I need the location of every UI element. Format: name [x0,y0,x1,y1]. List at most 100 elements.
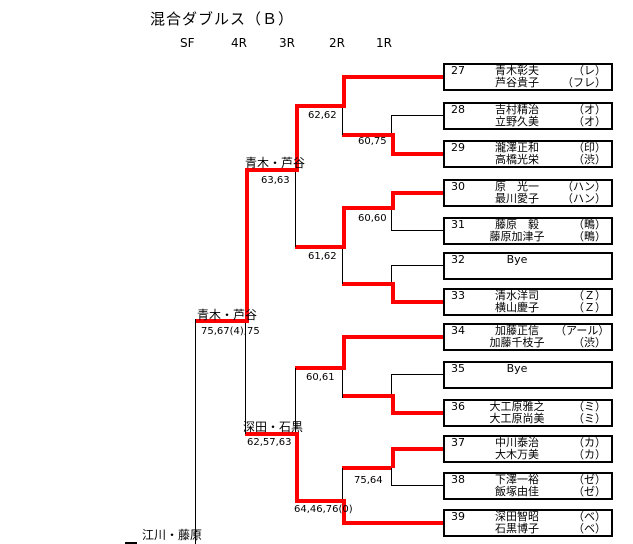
entry-row: 31 藤原 毅 （鴫） [445,219,611,231]
bracket-line-winner-path [295,432,299,503]
bracket-line [391,210,392,231]
entry-row: 石黒博子 （ベ） [445,523,611,535]
club-tag: （ベ） [573,510,606,523]
entry-row: 大工原尚美 （ミ） [445,413,611,425]
bracket-line-winner-path [342,133,391,137]
bracket-line [391,116,392,135]
round-header-sf: SF [180,36,195,50]
entry-box-33: 33 清水洋司 （Ｚ） 横山慶子 （Ｚ） [443,288,613,316]
bracket-line-winner-path [245,168,249,323]
bracket-line [342,468,343,501]
player-name: 清水洋司 [495,289,539,302]
score-label: 62,57,63 [247,437,292,448]
bracket-line-winner-path [391,394,395,415]
player-name: 芦谷貴子 [495,76,539,89]
seed-number: 37 [451,436,465,449]
round-header-1r: 1R [376,36,392,50]
bracket-line-winner-path [295,245,346,249]
bracket-line-winner-path [391,300,443,304]
entry-box-27: 27 青木彰夫 （レ） 芦谷貴子 （フレ） [443,63,613,91]
club-tag: （Ｚ） [573,289,606,302]
player-name: 中川泰治 [495,436,539,449]
entry-row: 34 加藤正信 （アール） [445,325,611,337]
club-tag: （カ） [573,448,606,461]
entry-box-32: 32 Bye [443,252,613,280]
bracket-line [391,230,443,231]
bracket-line-winner-path [391,411,443,415]
bracket-line-winner-path [391,447,443,451]
bracket-line-winner-path [342,206,391,210]
player-name: 大工原雅之 [489,400,545,413]
club-tag: （鴫） [573,230,606,243]
club-tag: （ゼ） [573,485,606,498]
seed-number: 30 [451,180,465,193]
bracket-line-winner-path [391,282,395,304]
entry-box-36: 36 大工原雅之 （ミ） 大工原尚美 （ミ） [443,399,613,427]
entry-row: 32 Bye [445,254,611,266]
entry-box-30: 30 原 光一 （ハン） 最川愛子 （ハン） [443,179,613,207]
round-header-2r: 2R [329,36,345,50]
seed-number: 38 [451,473,465,486]
player-name: 横山慶子 [495,301,539,314]
player-name: 飯塚由佳 [495,485,539,498]
bracket-line-winner-path [391,152,443,156]
entry-row: 27 青木彰夫 （レ） [445,65,611,77]
player-name: 原 光一 [495,180,539,193]
seed-number: 27 [451,64,465,77]
bracket-line-winner-path [391,133,395,156]
bracket-line [391,468,392,486]
bracket-line [391,115,443,116]
bye-label: Bye [506,253,528,266]
club-tag: （ミ） [573,412,606,425]
entry-row: 芦谷貴子 （フレ） [445,77,611,89]
club-tag: （カ） [573,436,606,449]
club-tag: （Ｚ） [573,301,606,314]
bracket-line [391,485,443,486]
bracket-line-winner-path [342,499,346,525]
seed-number: 29 [451,141,465,154]
bracket-line [195,319,196,544]
bracket-line-winner-path [295,366,346,370]
bracket-line [295,368,296,434]
entry-box-29: 29 瀧澤正和 （印） 高橋光栄 （渋） [443,140,613,168]
player-name: 加藤正信 [495,324,539,337]
player-name: 瀧澤正和 [495,141,539,154]
player-name: 最川愛子 [495,192,539,205]
advancer-label: 青木・芦谷 [245,156,306,170]
club-tag: （ミ） [573,400,606,413]
score-label: 60,60 [358,213,387,224]
entry-row: 39 深田智昭 （ベ） [445,511,611,523]
player-name: 石黒博子 [495,522,539,535]
bracket-line [342,249,343,284]
entry-row: 35 Bye [445,363,611,375]
player-name: 深田智昭 [495,510,539,523]
player-name: 藤原加津子 [489,230,545,243]
bracket-line-winner-path [391,447,395,468]
bracket-line-winner-path [342,335,443,339]
club-tag: （ハン） [562,180,606,193]
bracket-line [295,172,296,247]
player-name: 青木彰夫 [495,64,539,77]
entry-row: 29 瀧澤正和 （印） [445,142,611,154]
bracket-line [391,374,443,375]
score-label: 60,75 [358,136,387,147]
advancer-label: 江川・藤原 [142,528,203,542]
advancer-label: 青木・芦谷 [197,308,258,322]
entry-row: 最川愛子 （ハン） [445,193,611,205]
bracket-line-winner-path [391,191,395,210]
round-header-3r: 3R [279,36,295,50]
entry-box-38: 38 下澤一裕 （ゼ） 飯塚由佳 （ゼ） [443,472,613,500]
player-name: 吉村精治 [495,103,539,116]
bracket-line [342,368,343,398]
score-label: 61,62 [308,251,337,262]
entry-row: 28 吉村精治 （オ） [445,104,611,116]
bye-label: Bye [506,362,528,375]
bracket-line [342,106,343,135]
seed-number: 39 [451,510,465,523]
score-label: 60,61 [306,372,335,383]
player-name: 下澤一裕 [495,473,539,486]
entry-row: 加藤千枝子 （渋） [445,337,611,349]
player-name: 高橋光栄 [495,153,539,166]
bracket-line [125,542,137,544]
entry-row: 藤原加津子 （鴫） [445,231,611,243]
